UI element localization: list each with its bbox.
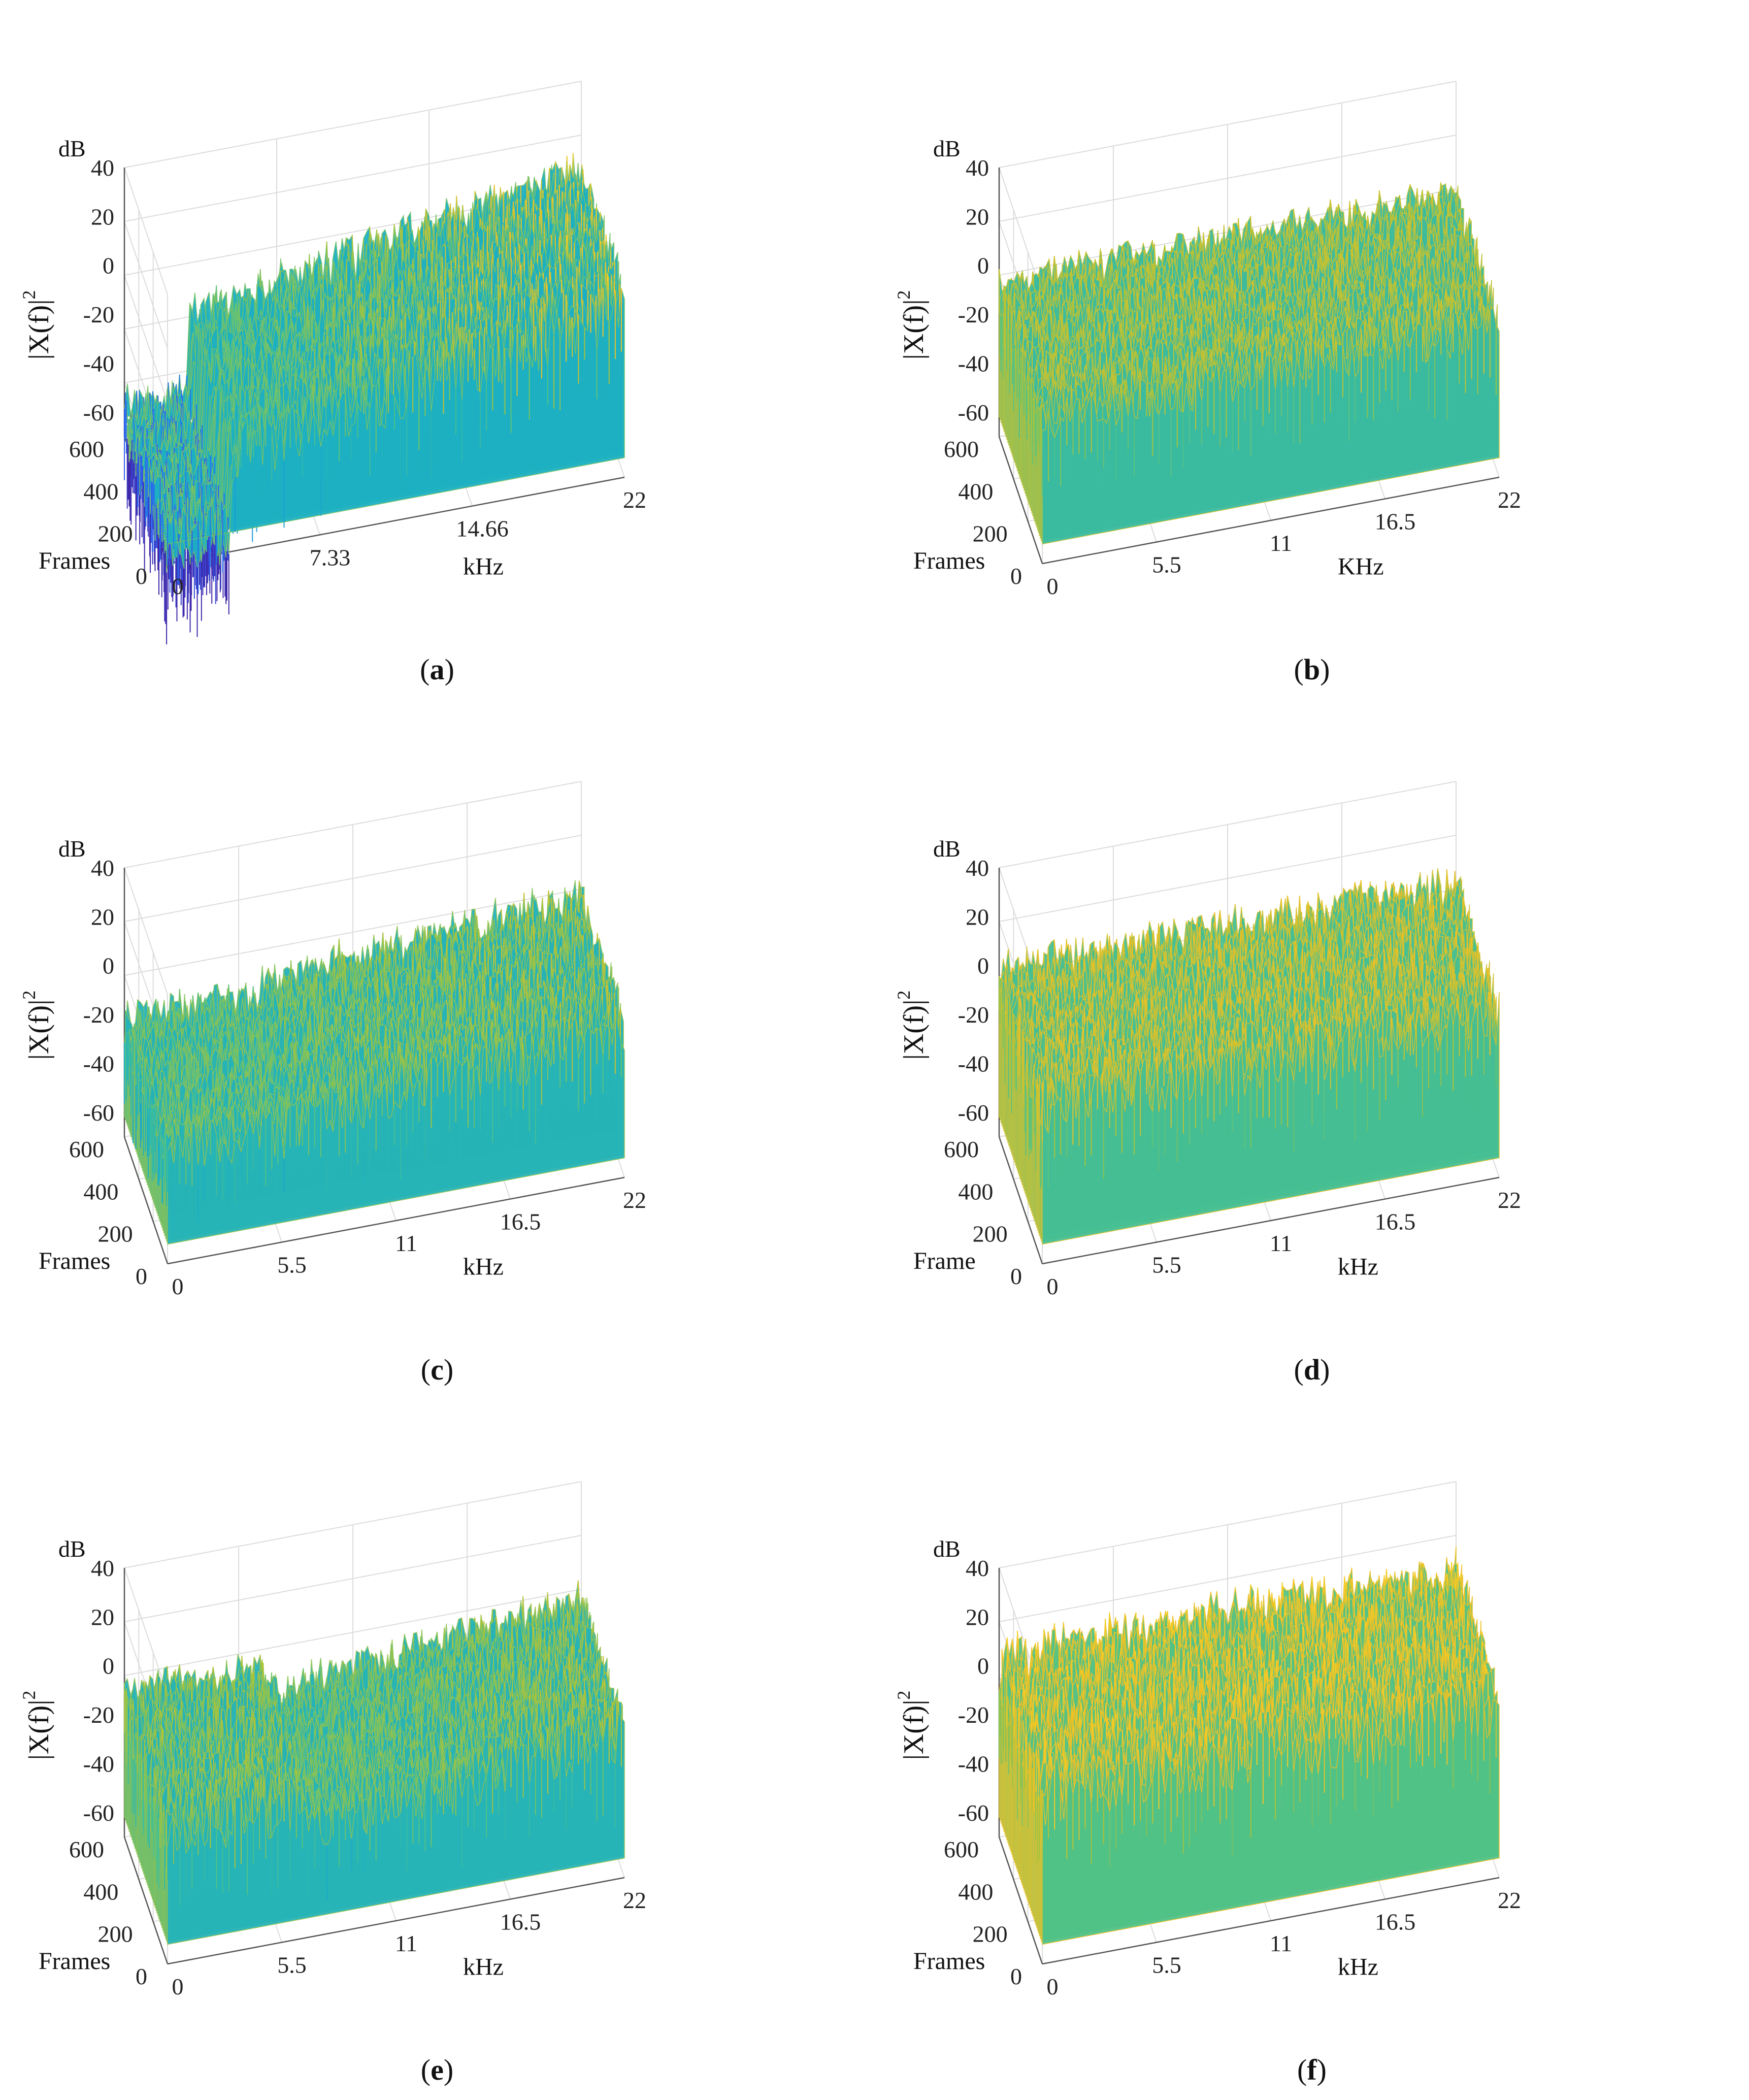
x-tick-label: 14.66 [456, 516, 509, 542]
x-tick-label: 7.33 [310, 544, 351, 570]
z-tick-label: -60 [83, 400, 114, 425]
z-axis-label: |X(f)|2 [19, 290, 55, 360]
surface-mesh [124, 153, 624, 645]
z-tick-label: -20 [83, 302, 114, 327]
y-tick-label: 400 [83, 478, 118, 504]
z-tick-label: -40 [83, 350, 114, 376]
y-tick-label: 0 [136, 563, 147, 589]
caption-letter: a [430, 653, 445, 686]
surface-plot-a: 40200-20-40-60dB|X(f)|26004002000Frames0… [0, 0, 874, 700]
z-tick-label: 40 [91, 155, 114, 181]
x-axis-label: kHz [463, 553, 504, 580]
y-axis-label: Frames [39, 547, 110, 574]
z-unit-label: dB [58, 136, 86, 161]
z-tick-label: 20 [91, 204, 114, 229]
surface-plot-b: 40200-20-40-60dB|X(f)|26004002000Frames0… [875, 0, 1749, 700]
z-tick-label: 0 [103, 253, 114, 279]
panel-caption: (a) [0, 652, 874, 686]
x-tick-label: 0 [172, 573, 184, 599]
x-tick-label: 22 [623, 487, 646, 513]
y-tick-label: 200 [98, 521, 133, 547]
y-tick-label: 600 [69, 436, 104, 462]
surface-mesh [999, 183, 1499, 544]
